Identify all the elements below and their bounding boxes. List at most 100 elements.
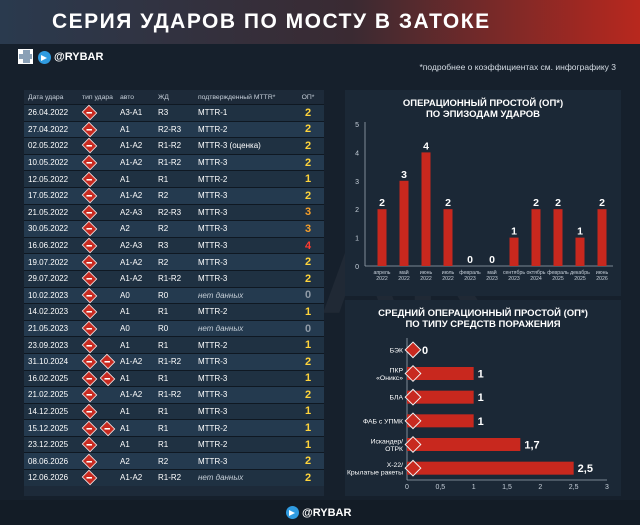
cell-auto: А1 — [120, 174, 130, 184]
cell-auto: А1-А2 — [120, 141, 143, 151]
cell-op: 1 — [304, 372, 312, 385]
table-row: 21.02.2025 А1-А2 R1-R2 MTTR-3 2 — [24, 386, 324, 403]
cell-strike-type — [80, 370, 120, 387]
qr-code-icon — [18, 49, 33, 64]
cell-op: 2 — [304, 455, 312, 468]
cell-rail: R3 — [158, 108, 169, 118]
cell-op: 2 — [304, 139, 312, 152]
x-tick-label-line: май — [487, 269, 496, 276]
cell-strike-type — [80, 171, 120, 187]
cell-rail: R2 — [158, 456, 169, 466]
cell-op: 1 — [304, 173, 312, 186]
data-label: 0 — [467, 254, 473, 266]
y-tick-label: 5 — [355, 122, 359, 129]
cell-op: 2 — [304, 106, 312, 119]
data-label: 2 — [533, 197, 539, 209]
cell-mttr: MTTR-2 — [198, 174, 228, 184]
data-label: 4 — [423, 140, 429, 152]
cell-auto: А1 — [120, 423, 130, 433]
data-label: 3 — [401, 169, 407, 181]
cell-mttr: MTTR-3 — [198, 373, 228, 383]
cell-auto: А0 — [120, 290, 130, 300]
brand-handle[interactable]: @RYBAR — [38, 50, 103, 64]
cell-strike-type — [80, 154, 120, 171]
cell-auto: А1-А2 — [120, 357, 143, 367]
x-tick-label-line: декабрь — [570, 270, 590, 276]
x-tick-label: 1,5 — [502, 484, 512, 491]
y-tick-label: 4 — [355, 150, 359, 157]
data-label: 1 — [478, 392, 484, 404]
cell-mttr: нет данных — [198, 324, 244, 334]
category-label-line: Искандер/ — [371, 439, 403, 446]
x-tick-label: июнь 2026 — [596, 270, 609, 282]
x-tick-label: июнь 2022 — [420, 270, 433, 282]
page-title: СЕРИЯ УДАРОВ ПО МОСТУ В ЗАТОКЕ — [52, 10, 491, 33]
x-tick-label-line: апрель — [373, 270, 390, 276]
bar — [407, 390, 474, 404]
cell-op: 4 — [304, 239, 312, 252]
x-tick-label: 2 — [538, 484, 542, 491]
cell-op: 1 — [304, 438, 312, 451]
cell-rail: R1-R2 — [158, 473, 182, 483]
cell-strike-type — [80, 271, 120, 287]
missile-icon — [81, 105, 98, 121]
weapon-icon — [404, 436, 422, 453]
cell-date: 29.07.2022 — [28, 274, 69, 284]
cell-auto: А1-А2 — [120, 191, 143, 201]
cell-strike-type — [80, 204, 120, 221]
cell-op: 1 — [304, 339, 312, 352]
cell-rail: R0 — [158, 290, 169, 300]
cell-mttr: MTTR-2 — [198, 340, 228, 350]
footer-brand[interactable]: @RYBAR — [286, 506, 351, 519]
x-tick-label-line: 2023 — [464, 276, 476, 282]
bar — [421, 152, 431, 266]
category-label: БЭК — [390, 347, 403, 354]
cell-date: 21.02.2025 — [28, 390, 69, 400]
table-row: 19.07.2022 А1-А2 R2 MTTR-3 2 — [24, 253, 324, 270]
cell-rail: R1-R2 — [158, 274, 182, 284]
weapon-icon-frame — [404, 412, 422, 430]
table-row: 21.05.2023 А0 R0 нет данных 0 — [24, 319, 324, 337]
category-label: БЛА — [390, 395, 404, 402]
cell-auto: А1 — [120, 124, 130, 134]
y-tick-label: 2 — [355, 207, 359, 214]
x-tick-label-line: февраль — [459, 270, 481, 276]
cell-auto: А2-А3 — [120, 207, 143, 217]
cell-op: 2 — [304, 256, 312, 269]
cell-rail: R1 — [158, 174, 169, 184]
header-type: тип удара — [82, 93, 113, 101]
table-row: 12.05.2022 А1 R1 MTTR-2 1 — [24, 170, 324, 187]
cell-date: 12.06.2026 — [28, 473, 69, 483]
cell-rail: R0 — [158, 324, 169, 334]
table-row: 27.04.2022 А1 R2-R3 MTTR-2 2 — [24, 120, 324, 138]
category-label: Искандер/ОТРК — [371, 439, 403, 454]
cell-auto: А2 — [120, 224, 130, 234]
data-label: 0 — [422, 345, 428, 357]
header-rail: ЖД — [158, 93, 169, 101]
bar — [407, 367, 474, 380]
missile-icon — [81, 237, 98, 254]
cell-strike-type — [80, 453, 120, 469]
category-label: ПКР «Оникс» — [376, 368, 403, 383]
data-label: 1 — [478, 416, 484, 428]
cell-op: 2 — [304, 355, 312, 368]
x-tick-label-line: октябрь — [527, 270, 546, 276]
x-tick-label-line: 2022 — [376, 276, 388, 282]
cell-mttr: нет данных — [198, 290, 244, 300]
missile-icon — [81, 320, 98, 337]
cell-rail: R3 — [158, 241, 169, 251]
cell-auto: А1 — [120, 406, 130, 416]
cell-mttr: MTTR-3 — [198, 158, 228, 168]
table-row: 02.05.2022 А1-А2 R1-R2 MTTR-3 (оценка) 2 — [24, 137, 324, 154]
missile-icon — [81, 221, 98, 237]
table-row: 15.12.2025 А1 R1 MTTR-2 1 — [24, 419, 324, 436]
missile-icon — [81, 453, 98, 469]
x-tick-label-line: 2024 — [530, 276, 542, 282]
telegram-icon — [286, 506, 299, 519]
weapons-bar-chart: 0 0,5 1 1,5 2 2,5 3 0 БЭК 1 ПКР «Оникс» 1 БЛА 1 ФАБ с У… — [347, 338, 609, 491]
cell-mttr: MTTR-3 — [198, 274, 228, 284]
footnote: *подробнее о коэффициентах см. инфографи… — [419, 62, 616, 72]
bar — [597, 209, 607, 266]
missile-icon — [81, 287, 98, 304]
table-row: 10.05.2022 А1-А2 R1-R2 MTTR-3 2 — [24, 153, 324, 171]
